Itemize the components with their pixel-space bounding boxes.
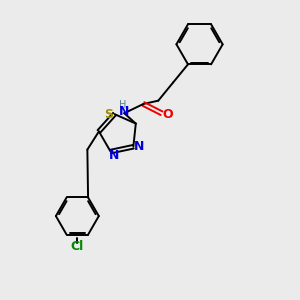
Text: N: N <box>134 140 145 153</box>
Text: H: H <box>119 100 126 110</box>
Text: O: O <box>162 108 173 122</box>
Text: Cl: Cl <box>71 240 84 253</box>
Text: N: N <box>119 105 129 118</box>
Text: S: S <box>104 108 113 121</box>
Text: N: N <box>109 149 120 162</box>
